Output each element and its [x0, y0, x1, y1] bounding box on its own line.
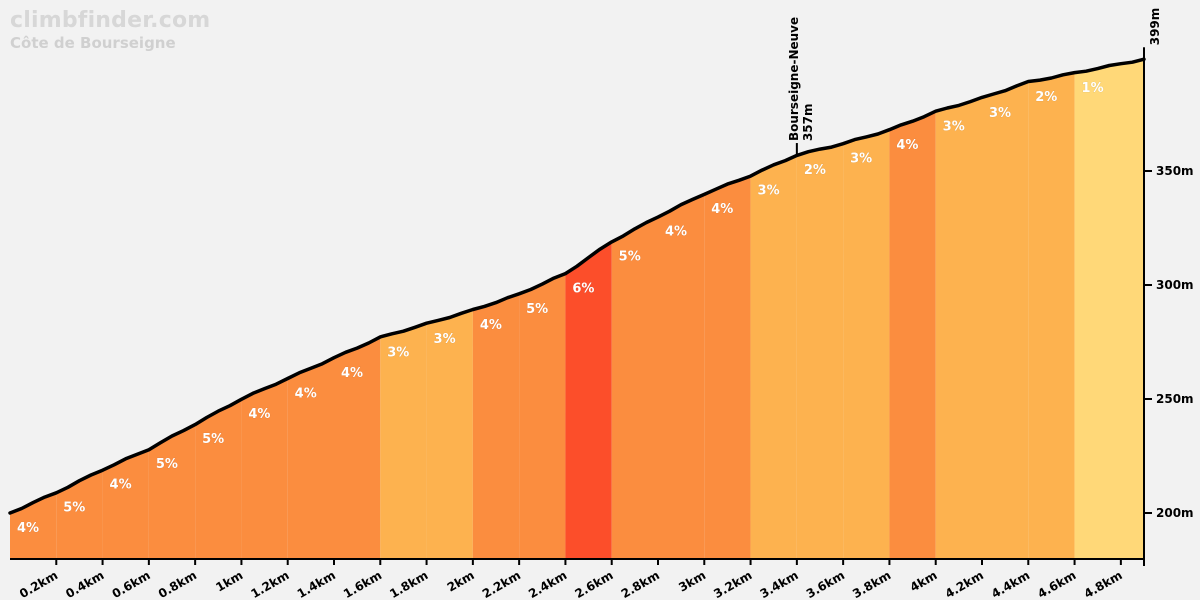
gradient-segment[interactable]: [334, 337, 381, 558]
x-tick-label: 1.4km: [295, 568, 338, 600]
gradient-label: 3%: [989, 106, 1011, 121]
gradient-segment[interactable]: [56, 469, 103, 558]
x-tick-label: 1km: [213, 568, 245, 595]
gradient-labels: 4% 5% 4% 5% 5% 4% 4% 4% 3% 3% 4% 5% 6% 5% 4% 4% 3% 2% 3% 4%…: [17, 81, 1104, 537]
gradient-segment[interactable]: [704, 175, 751, 558]
gradient-label: 3%: [387, 345, 409, 360]
annotation-elevation: 357m: [801, 103, 815, 141]
gradient-label: 4%: [341, 366, 363, 381]
y-tick-label: 350m: [1156, 164, 1194, 178]
gradient-label: 3%: [943, 120, 965, 135]
gradient-label: 4%: [248, 407, 270, 422]
climb-title: Côte de Bourseigne: [10, 34, 176, 52]
x-tick-label: 1.2km: [248, 568, 291, 600]
annotation-place-name: Bourseigne-Neuve: [787, 17, 801, 141]
gradient-segment[interactable]: [472, 294, 520, 558]
gradient-label: 4%: [896, 138, 918, 153]
x-tick-label: 1.8km: [387, 568, 430, 600]
gradient-segment[interactable]: [935, 98, 982, 558]
x-tick-label: 2km: [445, 568, 477, 595]
gradient-label: 4%: [711, 202, 733, 217]
x-tick-label: 0.2km: [17, 568, 60, 600]
gradient-label: 4%: [480, 318, 502, 333]
gradient-segment[interactable]: [611, 216, 658, 558]
y-tick-label: 250m: [1156, 392, 1194, 406]
gradient-segment[interactable]: [843, 130, 890, 558]
gradient-label: 6%: [572, 282, 594, 297]
gradient-label: 1%: [1082, 81, 1104, 96]
annotation-elevation: 399m: [1148, 8, 1162, 46]
gradient-label: 4%: [295, 386, 317, 401]
gradient-segment[interactable]: [241, 378, 288, 559]
gradient-label: 3%: [850, 152, 872, 167]
x-tick-label: 0.6km: [110, 568, 153, 600]
brand-block: climbfinder.com Côte de Bourseigne: [10, 8, 210, 52]
gradient-segment[interactable]: [519, 273, 566, 558]
gradient-segment[interactable]: [750, 155, 797, 558]
gradient-label: 4%: [665, 225, 687, 240]
x-tick-label: 4.2km: [943, 568, 986, 600]
gradient-segment[interactable]: [982, 82, 1029, 558]
gradient-label: 3%: [758, 184, 780, 199]
x-tick-label: 2.2km: [480, 568, 523, 600]
gradient-label: 3%: [434, 332, 456, 347]
x-tick-label: 4.6km: [1035, 568, 1078, 600]
gradient-segment[interactable]: [1074, 59, 1144, 559]
gradient-label: 5%: [202, 432, 224, 447]
x-tick-label: 4.4km: [989, 568, 1032, 600]
gradient-label: 5%: [156, 457, 178, 472]
gradient-segment[interactable]: [889, 111, 936, 558]
x-tick-label: 0.4km: [63, 568, 106, 600]
gradient-segment[interactable]: [1028, 73, 1075, 558]
x-tick-label: 3.4km: [758, 568, 801, 600]
gradient-label: 2%: [1035, 90, 1057, 105]
y-tick-label: 300m: [1156, 278, 1194, 292]
gradient-segment[interactable]: [148, 424, 196, 558]
gradient-segments: [10, 59, 1144, 559]
gradient-label: 2%: [804, 163, 826, 178]
gradient-segment[interactable]: [102, 449, 149, 558]
brand-name[interactable]: climbfinder.com: [10, 8, 211, 33]
gradient-segment[interactable]: [195, 399, 242, 558]
gradient-label: 4%: [110, 478, 132, 493]
gradient-label: 4%: [17, 521, 39, 536]
gradient-label: 5%: [63, 500, 85, 515]
gradient-segment[interactable]: [380, 323, 427, 558]
gradient-segment[interactable]: [796, 143, 844, 558]
x-tick-label: 1.6km: [341, 568, 384, 600]
x-tick-label: 3.2km: [711, 568, 754, 600]
gradient-label: 5%: [526, 302, 548, 317]
gradient-segment[interactable]: [658, 193, 705, 559]
profile-line: [8, 57, 1146, 515]
x-tick-label: 3.8km: [850, 568, 893, 600]
x-tick-label: 4km: [908, 568, 940, 595]
gradient-segment[interactable]: [565, 241, 612, 558]
x-tick-label: 3.6km: [804, 568, 847, 600]
x-tick-label: 0.8km: [156, 568, 199, 600]
x-tick-label: 2.6km: [572, 568, 615, 600]
gradient-label: 5%: [619, 250, 641, 265]
x-tick-label: 2.8km: [619, 568, 662, 600]
y-tick-label: 200m: [1156, 506, 1194, 520]
x-tick-label: 4.8km: [1082, 568, 1125, 600]
x-tick-label: 3km: [676, 568, 708, 595]
profile-line-group: [8, 57, 1146, 515]
gradient-segment[interactable]: [426, 310, 473, 558]
gradient-segment[interactable]: [287, 358, 334, 558]
x-tick-label: 2.4km: [526, 568, 569, 600]
